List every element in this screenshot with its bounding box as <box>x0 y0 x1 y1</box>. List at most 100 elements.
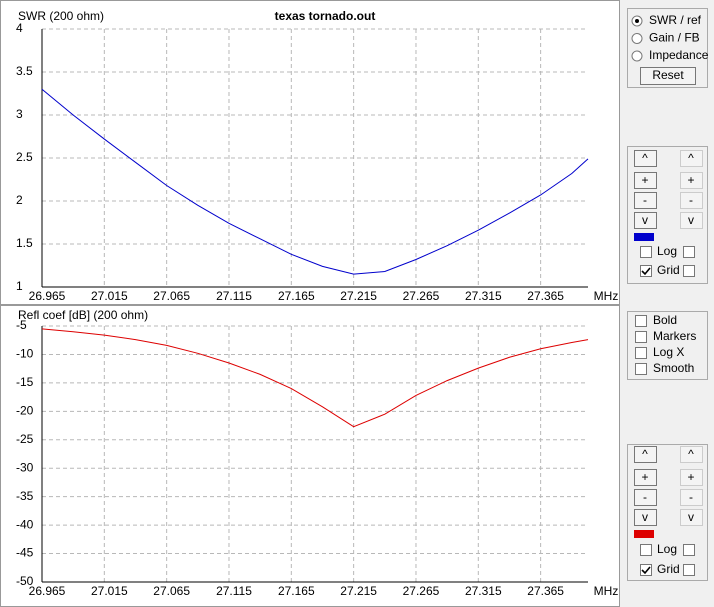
scale-button-label: - <box>643 193 647 207</box>
log-label: Log <box>657 542 677 556</box>
y-tick-label: -10 <box>16 347 34 361</box>
scale-button-label: v <box>688 213 694 227</box>
scale-button-label: v <box>642 213 648 227</box>
x-tick-label: 27.165 <box>278 289 315 303</box>
scale-button[interactable] <box>634 192 657 209</box>
radio-button[interactable] <box>631 50 643 62</box>
check-mark <box>641 267 651 276</box>
scale-button-label: v <box>642 510 648 524</box>
y-tick-label: -45 <box>16 546 34 560</box>
checkbox[interactable] <box>635 315 647 327</box>
scale-button[interactable] <box>634 212 657 229</box>
group-box <box>627 146 708 284</box>
checkbox[interactable] <box>640 564 652 576</box>
y-tick-label: 1 <box>16 279 23 293</box>
scale-button <box>680 509 703 526</box>
x-tick-label: 27.015 <box>91 584 128 598</box>
scale-button-label: + <box>687 173 694 187</box>
scale-button-label: + <box>641 173 648 187</box>
scale-button <box>680 212 703 229</box>
scale-button <box>680 446 703 463</box>
x-tick-label: 26.965 <box>29 289 66 303</box>
radio-label: SWR / ref <box>649 13 702 27</box>
x-tick-label: 27.215 <box>340 584 377 598</box>
y-tick-label: 1.5 <box>16 236 33 250</box>
scale-button <box>680 469 703 486</box>
group-box <box>627 311 708 380</box>
y-axis-label: Refl coef [dB] (200 ohm) <box>18 308 148 322</box>
checkbox[interactable] <box>640 246 652 258</box>
style-option-label: Bold <box>653 313 677 327</box>
checkbox[interactable] <box>635 363 647 375</box>
style-option-label: Log X <box>653 345 684 359</box>
scale-button[interactable] <box>634 469 657 486</box>
scale-button <box>680 150 703 167</box>
scale-button[interactable] <box>634 509 657 526</box>
scale-button-label: ^ <box>642 151 648 165</box>
scale-button-label: - <box>689 490 693 504</box>
x-tick-label: 26.965 <box>29 584 66 598</box>
y-tick-label: -15 <box>16 375 34 389</box>
x-tick-label: 27.365 <box>527 289 564 303</box>
scale-button <box>680 489 703 506</box>
y-tick-label: -30 <box>16 460 34 474</box>
checkbox[interactable] <box>683 246 695 258</box>
scale-button <box>680 192 703 209</box>
scale-button-label: + <box>641 470 648 484</box>
data-line <box>41 328 589 428</box>
y-tick-label: 4 <box>16 21 23 35</box>
scale-button[interactable] <box>634 172 657 189</box>
x-tick-label: 27.115 <box>216 289 252 303</box>
reset-button[interactable] <box>640 67 696 85</box>
style-option-label: Smooth <box>653 361 694 375</box>
radio-button[interactable] <box>631 33 643 44</box>
scale-button-label: ^ <box>688 447 694 461</box>
x-tick-label: 27.315 <box>465 584 502 598</box>
color-swatch[interactable] <box>634 233 654 241</box>
checkbox[interactable] <box>635 331 647 343</box>
x-unit: MHz <box>594 584 619 598</box>
top-panel <box>0 0 620 305</box>
radio-label: Impedance <box>649 48 709 62</box>
scale-button[interactable] <box>634 446 657 463</box>
log-label: Log <box>657 244 677 258</box>
group-box <box>627 444 708 581</box>
data-line <box>41 88 589 275</box>
x-tick-label: 27.265 <box>403 289 440 303</box>
radio-label: Gain / FB <box>649 31 700 45</box>
checkbox[interactable] <box>683 265 695 277</box>
checkbox[interactable] <box>640 544 652 556</box>
y-tick-label: -5 <box>16 318 27 332</box>
scale-button-label: ^ <box>642 447 648 461</box>
checkbox[interactable] <box>635 347 647 359</box>
x-tick-label: 27.065 <box>153 289 190 303</box>
scale-button-label: v <box>688 510 694 524</box>
x-tick-label: 27.115 <box>216 584 252 598</box>
scale-button-label: + <box>687 470 694 484</box>
y-tick-label: -40 <box>16 517 34 531</box>
x-tick-label: 27.165 <box>278 584 315 598</box>
x-tick-label: 27.215 <box>340 289 377 303</box>
checkbox[interactable] <box>683 564 695 576</box>
scale-button[interactable] <box>634 150 657 167</box>
x-tick-label: 27.065 <box>153 584 190 598</box>
checkbox[interactable] <box>640 265 652 277</box>
y-tick-label: 3.5 <box>16 64 33 78</box>
color-swatch[interactable] <box>634 530 654 538</box>
x-tick-label: 27.365 <box>527 584 564 598</box>
group-box <box>627 8 708 88</box>
y-tick-label: -50 <box>16 574 34 588</box>
checkbox[interactable] <box>683 544 695 556</box>
x-tick-label: 27.315 <box>465 289 502 303</box>
x-tick-label: 27.015 <box>91 289 128 303</box>
style-option-label: Markers <box>653 329 696 343</box>
scale-button-label: - <box>689 193 693 207</box>
grid-label: Grid <box>657 562 680 576</box>
y-tick-label: 3 <box>16 107 23 121</box>
y-tick-label: 2.5 <box>16 150 33 164</box>
reset-label: Reset <box>652 68 684 82</box>
scale-button[interactable] <box>634 489 657 506</box>
x-unit: MHz <box>594 289 619 303</box>
